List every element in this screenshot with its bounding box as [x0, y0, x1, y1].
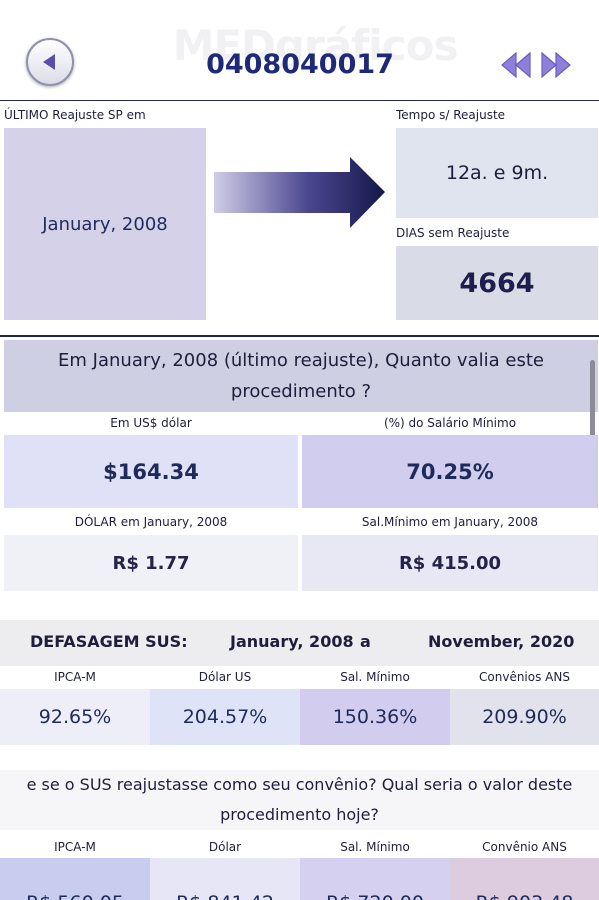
lag-value-min-wage: 150.36%	[300, 689, 450, 745]
chevron-left-icon	[42, 54, 55, 70]
days-without-adjustment-value: 4664	[396, 246, 598, 320]
proj-col-ipca: IPCA-M	[54, 840, 96, 854]
header-divider	[0, 100, 599, 101]
proj-col-min-wage: Sal. Mínimo	[340, 840, 410, 854]
usd-label: Em US$ dólar	[110, 416, 192, 430]
double-chevron-right-icon	[541, 51, 571, 79]
lag-header	[0, 620, 599, 666]
days-without-adjustment-label: DIAS sem Reajuste	[396, 226, 510, 240]
lag-separator: a	[360, 632, 371, 651]
last-adjustment-value: January, 2008	[4, 128, 206, 320]
proj-value-ipca: R$ 560.05	[0, 858, 150, 900]
lag-value-dolar: 204.57%	[150, 689, 300, 745]
section-divider	[0, 335, 599, 337]
lag-value-ipca: 92.65%	[0, 689, 150, 745]
dollar-rate-value: R$ 1.77	[4, 535, 298, 591]
proj-col-ans: Convênio ANS	[482, 840, 567, 854]
lag-value-ans: 209.90%	[450, 689, 599, 745]
scrollbar[interactable]	[590, 360, 595, 450]
lag-col-ans: Convênios ANS	[479, 670, 570, 684]
previous-button[interactable]	[500, 50, 532, 80]
back-button[interactable]	[26, 38, 74, 86]
proj-value-ans-text: R$ 903.48	[476, 892, 574, 900]
double-chevron-left-icon	[501, 51, 531, 79]
last-adjustment-label: ÚLTIMO Reajuste SP em	[4, 108, 146, 122]
procedure-code: 0408040017	[206, 48, 394, 80]
time-without-adjustment-value: 12a. e 9m.	[396, 128, 598, 218]
proj-value-ans: R$ 903.48	[450, 858, 599, 900]
watermark-logo: MEDgráficos	[172, 20, 459, 70]
lag-from: January, 2008	[230, 632, 354, 651]
proj-value-dolar: R$ 841.42	[150, 858, 300, 900]
proj-value-min-wage: R$ 720.00	[300, 858, 450, 900]
proj-value-min-wage-text: R$ 720.00	[326, 892, 424, 900]
proj-value-dolar-text: R$ 841.42	[176, 892, 274, 900]
arrow-right-icon	[212, 155, 387, 230]
usd-value: $164.34	[4, 435, 298, 508]
min-wage-label: Sal.Mínimo em January, 2008	[361, 515, 539, 529]
proj-value-ipca-text: R$ 560.05	[26, 892, 124, 900]
projection-question: e se o SUS reajustasse como seu convênio…	[0, 770, 599, 830]
worth-question: Em January, 2008 (último reajuste), Quan…	[4, 340, 598, 412]
next-button[interactable]	[540, 50, 572, 80]
min-wage-value: R$ 415.00	[302, 535, 598, 591]
min-wage-percent-label: (%) do Salário Mínimo	[383, 416, 517, 430]
time-without-adjustment-label: Tempo s/ Reajuste	[396, 108, 506, 122]
lag-title: DEFASAGEM SUS:	[30, 632, 188, 651]
proj-col-dolar: Dólar	[208, 840, 242, 854]
min-wage-percent-value: 70.25%	[302, 435, 598, 508]
dollar-rate-label: DÓLAR em January, 2008	[74, 515, 228, 529]
lag-col-min-wage: Sal. Mínimo	[340, 670, 410, 684]
lag-col-dolar: Dólar US	[198, 670, 252, 684]
lag-to: November, 2020	[428, 632, 575, 651]
lag-col-ipca: IPCA-M	[54, 670, 96, 684]
